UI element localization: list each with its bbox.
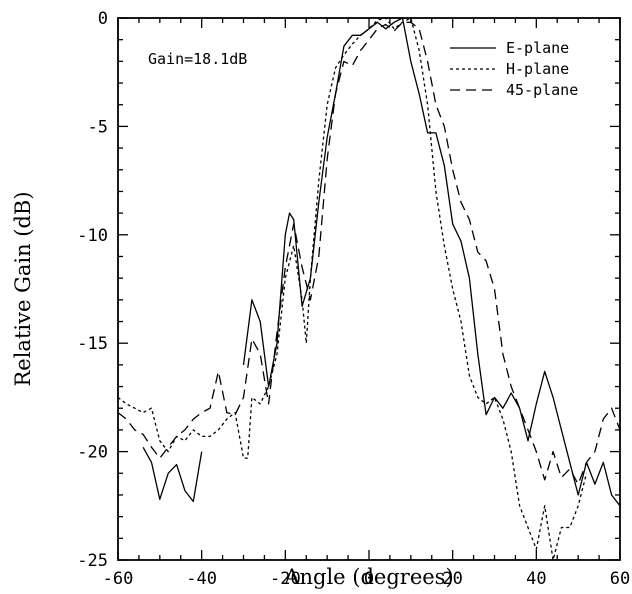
series-line-h-plane [117, 17, 588, 561]
legend-label-45-plane: 45-plane [506, 81, 578, 99]
y-tick-label: -15 [77, 334, 108, 354]
tick-labels: -60 -40 -20 0 20 40 60 0 -5 -10 -15 -20 -25 [77, 9, 630, 589]
x-axis-title: Angle (degrees) [283, 565, 453, 589]
y-tick-label: -20 [77, 443, 108, 463]
y-tick-label: -5 [88, 117, 108, 137]
y-axis-title: Relative Gain (dB) [11, 191, 35, 386]
gain-annotation: Gain=18.1dB [148, 50, 247, 68]
legend-label-h-plane: H-plane [506, 60, 569, 78]
series-layer [117, 17, 621, 561]
x-tick-label: 60 [610, 569, 630, 589]
x-tick-label: 40 [526, 569, 546, 589]
y-tick-label: 0 [98, 9, 108, 29]
series-line-e-plane [142, 17, 621, 507]
y-tick-label: -25 [77, 551, 108, 571]
x-tick-label: 0 [364, 569, 374, 589]
x-tick-label: -20 [270, 569, 301, 589]
legend-label-e-plane: E-plane [506, 39, 569, 57]
axis-ticks [117, 17, 621, 561]
legend: E-plane H-plane 45-plane [450, 39, 578, 99]
y-tick-label: -10 [77, 226, 108, 246]
x-tick-label: 20 [442, 569, 462, 589]
series-line-45-plane [117, 21, 621, 485]
x-tick-label: -60 [103, 569, 134, 589]
x-tick-label: -40 [186, 569, 217, 589]
